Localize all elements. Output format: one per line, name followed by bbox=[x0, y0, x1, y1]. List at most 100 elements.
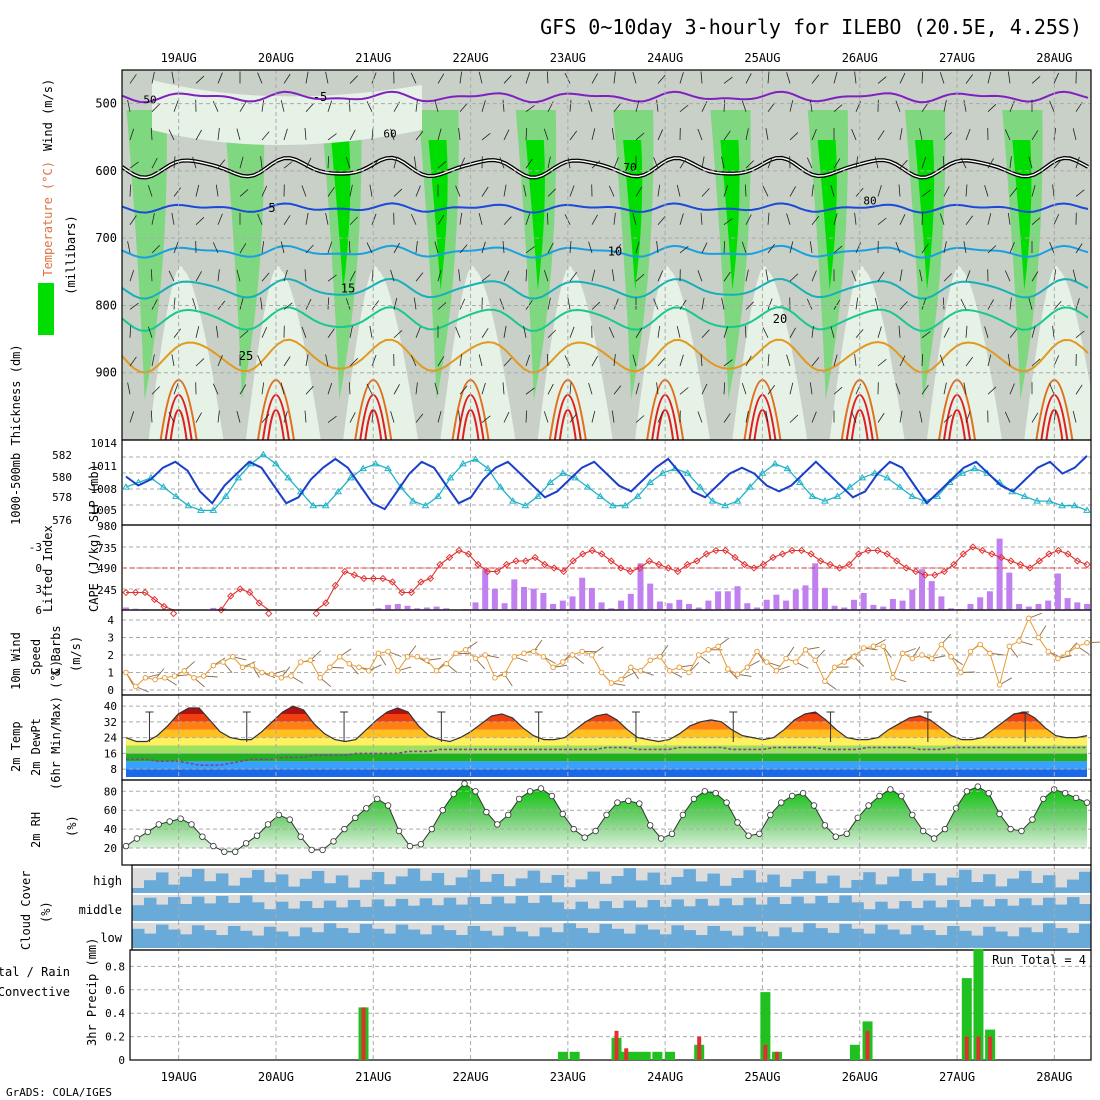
wind-barb bbox=[830, 326, 835, 338]
lifted-index-point bbox=[169, 609, 178, 618]
precip-convective-bar bbox=[763, 1044, 768, 1060]
wind-speed-point bbox=[530, 648, 537, 655]
wind-speed-point bbox=[1064, 650, 1071, 657]
rh-point bbox=[505, 811, 512, 819]
precip-total-bar bbox=[849, 1044, 860, 1060]
precip-tick: 0.2 bbox=[105, 1031, 125, 1044]
wind-barb bbox=[546, 212, 549, 225]
thickness-point bbox=[196, 506, 205, 513]
wind-barb bbox=[437, 214, 445, 225]
wind-speed-point bbox=[987, 650, 993, 657]
rh-point bbox=[887, 786, 894, 793]
thickness-point bbox=[633, 492, 642, 499]
rh-point bbox=[952, 805, 960, 812]
wind-speed-point bbox=[249, 662, 255, 669]
lifted-index-point bbox=[312, 609, 320, 618]
wind-barb bbox=[1009, 297, 1012, 310]
wind-speed-point bbox=[385, 648, 391, 655]
wind-barb bbox=[523, 184, 527, 197]
cloud-cell bbox=[227, 885, 241, 893]
wind-speed-point bbox=[395, 668, 401, 674]
wind-barb bbox=[965, 325, 968, 338]
wind-barb bbox=[458, 128, 461, 141]
cloud-cell bbox=[923, 900, 936, 921]
rh-point bbox=[341, 825, 348, 833]
wind-speed-point bbox=[336, 654, 343, 660]
wind-barb bbox=[676, 326, 681, 338]
cloud-cell bbox=[587, 871, 600, 893]
cloud-cell bbox=[911, 908, 924, 921]
wind-barb bbox=[481, 415, 491, 423]
wind-barb bbox=[455, 185, 461, 197]
wind-barb bbox=[305, 157, 312, 169]
wind-barb bbox=[413, 156, 417, 169]
thickness-point bbox=[596, 492, 605, 499]
wind-barb bbox=[567, 156, 571, 169]
cloud-cell bbox=[467, 926, 481, 948]
thickness-point bbox=[845, 483, 854, 490]
cloud-cell bbox=[851, 928, 864, 948]
rh-point bbox=[428, 825, 435, 833]
slp-line bbox=[125, 455, 1088, 511]
wind-barb bbox=[567, 297, 571, 310]
wind-barb bbox=[349, 129, 356, 141]
wind-barb bbox=[217, 72, 223, 84]
wind-speed-point bbox=[482, 652, 488, 658]
cloud-cell bbox=[407, 905, 421, 921]
wind-barb bbox=[481, 186, 489, 197]
wind-barb bbox=[811, 270, 817, 282]
temp-band bbox=[126, 706, 1087, 707]
thickness-point bbox=[371, 459, 380, 467]
wind-barb bbox=[304, 410, 307, 423]
cape-bar bbox=[1045, 600, 1052, 610]
wind-speed-point bbox=[1055, 655, 1061, 662]
wind-barb bbox=[525, 246, 535, 254]
cloud-cell bbox=[779, 886, 792, 893]
wind-barb bbox=[1053, 72, 1060, 84]
cape-bar bbox=[540, 593, 547, 610]
wind-barb bbox=[127, 100, 131, 112]
cloud-cell bbox=[731, 935, 744, 948]
cape-bar bbox=[851, 599, 857, 610]
lifted-index-point bbox=[778, 550, 787, 558]
rh-point bbox=[188, 821, 195, 828]
rh-point bbox=[930, 835, 938, 842]
wind-barb bbox=[327, 187, 335, 197]
wind-speed-point bbox=[579, 648, 585, 655]
wind-barb bbox=[657, 216, 666, 225]
rh-point bbox=[515, 795, 523, 803]
wind-barb bbox=[127, 382, 131, 395]
wind-barb bbox=[965, 270, 971, 282]
lifted-index-point bbox=[550, 564, 558, 572]
wind-barb bbox=[525, 354, 531, 367]
date-label-top: 25AUG bbox=[744, 51, 780, 65]
cloud-cell bbox=[851, 880, 864, 893]
lifted-index-point bbox=[674, 567, 682, 576]
wind-speed-point bbox=[977, 641, 983, 648]
wind-barb bbox=[789, 327, 796, 338]
cloud-cell bbox=[683, 906, 696, 921]
wind-barb bbox=[393, 330, 403, 339]
lifted-index-point bbox=[769, 553, 777, 562]
wind-barb bbox=[147, 185, 153, 197]
lifted-index-point bbox=[598, 550, 606, 558]
wind-barb bbox=[697, 128, 703, 141]
wind-barb bbox=[877, 358, 887, 367]
wind-barb bbox=[393, 297, 398, 310]
wind-barb bbox=[478, 213, 483, 225]
wind-speed-point bbox=[793, 659, 799, 665]
lifted-index-point bbox=[350, 571, 358, 579]
wind-barb bbox=[611, 128, 615, 141]
cloud-cell bbox=[983, 874, 996, 893]
isotherm-label: 25 bbox=[239, 349, 253, 363]
cloud-cell bbox=[623, 900, 636, 921]
wind-barb bbox=[1028, 156, 1033, 169]
wind-barb bbox=[767, 71, 770, 84]
wind-speed-point bbox=[676, 664, 683, 671]
cape-bar bbox=[1016, 604, 1023, 610]
cape-bar bbox=[1006, 572, 1013, 610]
wind-barb bbox=[261, 272, 270, 282]
wind-barb bbox=[1075, 384, 1083, 395]
cloud-cell bbox=[503, 903, 517, 921]
wind-barb bbox=[1004, 411, 1011, 423]
